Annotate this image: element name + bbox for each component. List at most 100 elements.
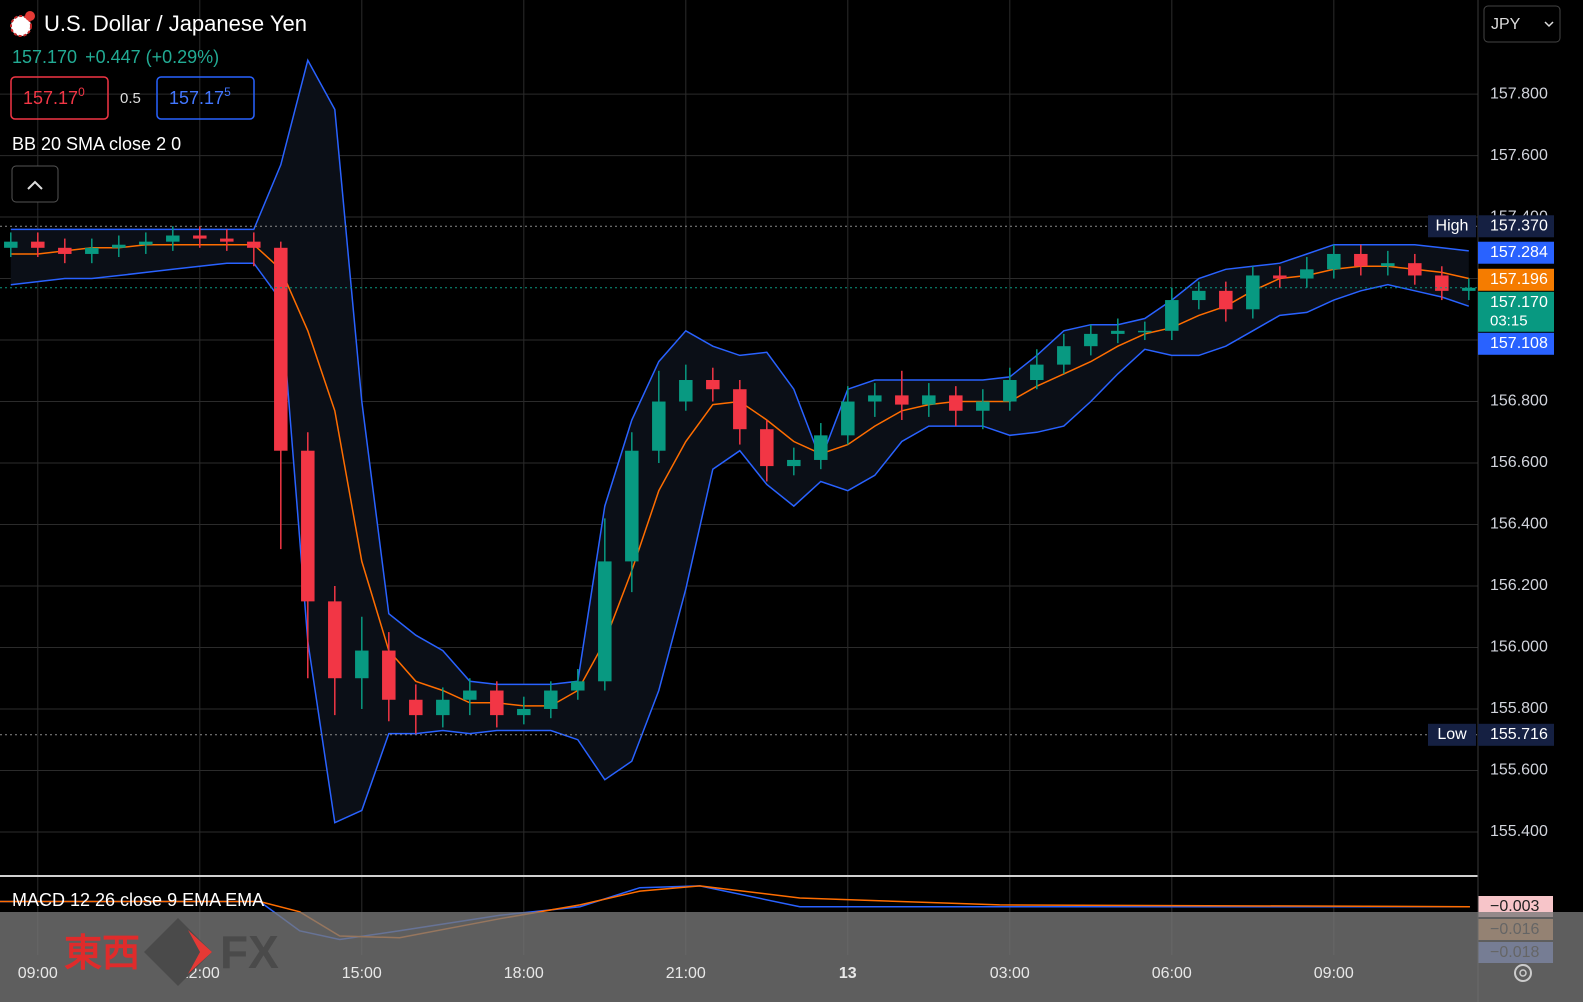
candle-body	[301, 450, 315, 602]
candle-body	[1084, 333, 1098, 347]
price-label: 155.716	[1490, 726, 1548, 743]
settings-button[interactable]	[1514, 964, 1532, 982]
price-label-box	[1478, 723, 1554, 746]
symbol-title: U.S. Dollar / Japanese Yen	[44, 11, 307, 36]
candle-body	[247, 241, 261, 248]
price-label: 157.196	[1490, 271, 1548, 288]
candle-body	[1327, 253, 1341, 270]
candle-body	[220, 238, 234, 242]
y-tick-label: 157.800	[1490, 85, 1548, 102]
candle-body	[1462, 287, 1476, 291]
candle-body	[1273, 275, 1287, 279]
price-tag-box	[1428, 215, 1476, 238]
candle-body	[1057, 346, 1071, 365]
macd-value: −0.003	[1490, 898, 1539, 915]
candle-body	[382, 650, 396, 700]
candle-body	[490, 690, 504, 716]
y-tick-label: 156.600	[1490, 454, 1548, 471]
candle-body	[1165, 300, 1179, 331]
buy-button[interactable]	[156, 76, 255, 120]
price-label-box	[1478, 241, 1554, 264]
flag-icon	[25, 11, 35, 21]
settings-icon	[1519, 969, 1527, 977]
candle-body	[949, 395, 963, 411]
x-tick-label: 18:00	[504, 965, 544, 982]
currency-select[interactable]	[1483, 5, 1561, 43]
x-tick-label: 03:00	[990, 965, 1030, 982]
last-price: 157.170	[12, 47, 77, 67]
macd-label[interactable]: MACD 12 26 close 9 EMA EMA	[12, 890, 264, 910]
currency: JPY	[1491, 16, 1521, 33]
price-label-box	[1478, 215, 1554, 238]
macd-line	[0, 885, 1470, 939]
candle-body	[112, 244, 126, 248]
y-tick-label: 157.600	[1490, 147, 1548, 164]
ask-main: 157.17	[169, 88, 224, 108]
x-tick-label: 13	[839, 965, 857, 982]
price-label: 157.284	[1490, 244, 1548, 261]
y-tick-label: 156.400	[1490, 516, 1548, 533]
candle-body	[1246, 275, 1260, 310]
price-tag-box	[1428, 723, 1476, 746]
price-label-box	[1478, 291, 1554, 332]
watermark-cjk: 東西	[64, 933, 140, 975]
price-label: 157.370	[1490, 218, 1548, 235]
flag-icon	[11, 16, 31, 36]
candle-body	[571, 681, 585, 691]
x-tick-label: 06:00	[1152, 965, 1192, 982]
candle-body	[733, 389, 747, 430]
candle-body	[1138, 330, 1152, 333]
candle-body	[328, 601, 342, 679]
price-label-box	[1478, 332, 1554, 355]
candle-body	[139, 241, 153, 245]
macd-value-box	[1478, 896, 1553, 917]
candle-body	[1192, 290, 1206, 301]
sell-button[interactable]	[10, 76, 109, 120]
candle-body	[1408, 263, 1422, 276]
candle-body	[976, 401, 990, 411]
candle-body	[1381, 263, 1395, 267]
candle-body	[409, 699, 423, 716]
logo-accent	[188, 930, 212, 974]
y-tick-label: 156.200	[1490, 577, 1548, 594]
candle-body	[625, 450, 639, 562]
candle-body	[1030, 364, 1044, 381]
bid-sup: 0	[78, 85, 85, 99]
countdown: 03:15	[1490, 313, 1528, 330]
candle-body	[1111, 330, 1125, 334]
candle-body	[895, 395, 909, 405]
candle-body	[1435, 275, 1449, 291]
quote: 157.170 +0.447 (+0.29%)	[12, 47, 219, 67]
price-label: 157.108	[1490, 335, 1548, 352]
ask-sup: 5	[224, 85, 231, 99]
candle-body	[814, 435, 828, 460]
candle-body	[922, 395, 936, 405]
candle-body	[679, 380, 693, 402]
ask-price[interactable]: 157.175	[169, 85, 231, 108]
price-label: 157.170	[1490, 294, 1548, 311]
candle-body	[1219, 290, 1233, 310]
candle-body	[517, 708, 531, 716]
price-tag: High	[1436, 218, 1469, 235]
candle-body	[436, 699, 450, 716]
candle-body	[760, 429, 774, 467]
price-label-box	[1478, 268, 1554, 291]
bid-price[interactable]: 157.170	[23, 85, 85, 108]
spread: 0.5	[120, 90, 141, 107]
bid-main: 157.17	[23, 88, 78, 108]
band-upper	[10, 58, 1469, 686]
collapse-button[interactable]	[11, 165, 59, 203]
x-tick-label: 09:00	[18, 965, 58, 982]
price-tag: Low	[1437, 726, 1467, 743]
candle-body	[58, 247, 72, 254]
x-tick-label: 15:00	[342, 965, 382, 982]
candle-body	[868, 395, 882, 402]
candle-body	[4, 241, 18, 248]
indicator-label[interactable]: BB 20 SMA close 2 0	[12, 134, 181, 154]
candle-body	[841, 401, 855, 436]
candle-body	[166, 235, 180, 242]
candle-body	[652, 401, 666, 451]
y-tick-label: 155.800	[1490, 700, 1548, 717]
